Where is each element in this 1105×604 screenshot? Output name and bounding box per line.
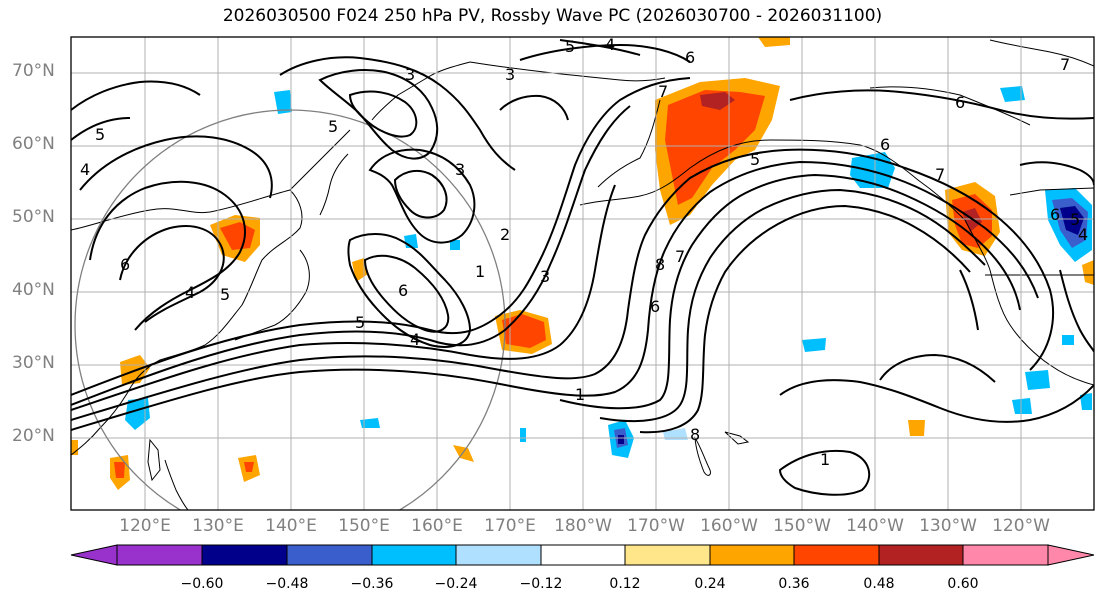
colorbar-segment	[371, 544, 457, 566]
colorbar-segment	[709, 544, 795, 566]
colorbar-segment	[540, 544, 626, 566]
colorbar	[70, 544, 1095, 566]
lon-label: 170°W	[627, 516, 685, 536]
contour-label: 6	[685, 48, 695, 67]
colorbar-segment	[793, 544, 880, 566]
contour-label: 8	[690, 425, 700, 444]
contour-label: 6	[398, 281, 408, 300]
lon-label: 160°W	[700, 516, 758, 536]
lat-label-40n: 40°N	[12, 280, 55, 300]
lat-label-50n: 50°N	[12, 207, 55, 227]
contour-label: 1	[475, 262, 485, 281]
contour-label: 8	[655, 255, 665, 274]
lon-label: 160°E	[411, 516, 463, 536]
contour-label: 5	[328, 117, 338, 136]
lon-label: 140°E	[265, 516, 317, 536]
contour-label: 5	[1070, 210, 1080, 229]
contour-labels: 4 5 6 7 3 5 4 6 5 3 6 7 5 4 3 2 1 6 5 4 …	[80, 35, 1088, 469]
contour-label: 4	[410, 330, 420, 349]
contour-label: 7	[658, 82, 668, 101]
lon-label: 140°W	[846, 516, 904, 536]
contour-label: 7	[1060, 55, 1070, 74]
lat-label-20n: 20°N	[12, 426, 55, 446]
graticule	[71, 37, 1094, 510]
map-frame	[70, 36, 1095, 511]
contour-label: 4	[1078, 225, 1088, 244]
contour-label: 4	[185, 283, 195, 302]
positive-anomaly-shading	[71, 37, 1094, 490]
colorbar-segment	[201, 544, 288, 566]
lon-label: 170°E	[484, 516, 536, 536]
lat-label-60n: 60°N	[12, 134, 55, 154]
reference-circle	[74, 109, 506, 510]
colorbar-segment	[962, 544, 1049, 566]
colorbar-tick: 0.36	[778, 576, 810, 592]
colorbar-tick: 0.60	[947, 576, 979, 592]
colorbar-extend-low	[70, 544, 118, 566]
colorbar-tick: −0.60	[180, 576, 224, 592]
contour-label: 5	[220, 285, 230, 304]
contour-label: 1	[820, 450, 830, 469]
contour-label: 3	[405, 65, 415, 84]
colorbar-tick: −0.36	[350, 576, 394, 592]
colorbar-tick: −0.12	[519, 576, 563, 592]
colorbar-segment	[116, 544, 203, 566]
pv-contours	[71, 39, 1094, 496]
map-title: 2026030500 F024 250 hPa PV, Rossby Wave …	[222, 6, 883, 26]
colorbar-extend-high	[1047, 544, 1095, 566]
colorbar-tick: 0.48	[863, 576, 895, 592]
contour-label: 2	[500, 225, 510, 244]
colorbar-tick: 0.24	[694, 576, 726, 592]
contour-label: 6	[880, 135, 890, 154]
lon-label: 130°W	[919, 516, 977, 536]
colorbar-tick: −0.48	[265, 576, 309, 592]
colorbar-tick: 0.12	[609, 576, 641, 592]
colorbar-tick: −0.24	[434, 576, 478, 592]
contour-label: 4	[80, 160, 90, 179]
contour-label: 3	[455, 160, 465, 179]
lon-label: 120°W	[992, 516, 1050, 536]
contour-label: 6	[650, 297, 660, 316]
colorbar-segment	[286, 544, 373, 566]
contour-label: 7	[675, 247, 685, 266]
lat-label-70n: 70°N	[12, 61, 55, 81]
lon-label: 120°E	[119, 516, 171, 536]
contour-label: 5	[750, 150, 760, 169]
contour-label: 5	[565, 37, 575, 56]
lon-label: 180°W	[554, 516, 612, 536]
contour-label: 5	[95, 125, 105, 144]
contour-label: 3	[540, 267, 550, 286]
contour-label: 4	[605, 35, 615, 54]
colorbar-segment	[878, 544, 964, 566]
lon-label: 150°W	[773, 516, 831, 536]
contour-label: 3	[505, 65, 515, 84]
colorbar-segment	[455, 544, 542, 566]
lon-label: 130°E	[192, 516, 244, 536]
contour-label: 1	[575, 385, 585, 404]
lon-label: 150°E	[338, 516, 390, 536]
contour-label: 6	[120, 255, 130, 274]
negative-anomaly-shading	[125, 86, 1092, 458]
contour-label: 6	[1050, 205, 1060, 224]
contour-label: 7	[935, 165, 945, 184]
lat-label-30n: 30°N	[12, 353, 55, 373]
contour-label: 5	[355, 313, 365, 332]
colorbar-segment	[624, 544, 711, 566]
contour-label: 6	[955, 93, 965, 112]
